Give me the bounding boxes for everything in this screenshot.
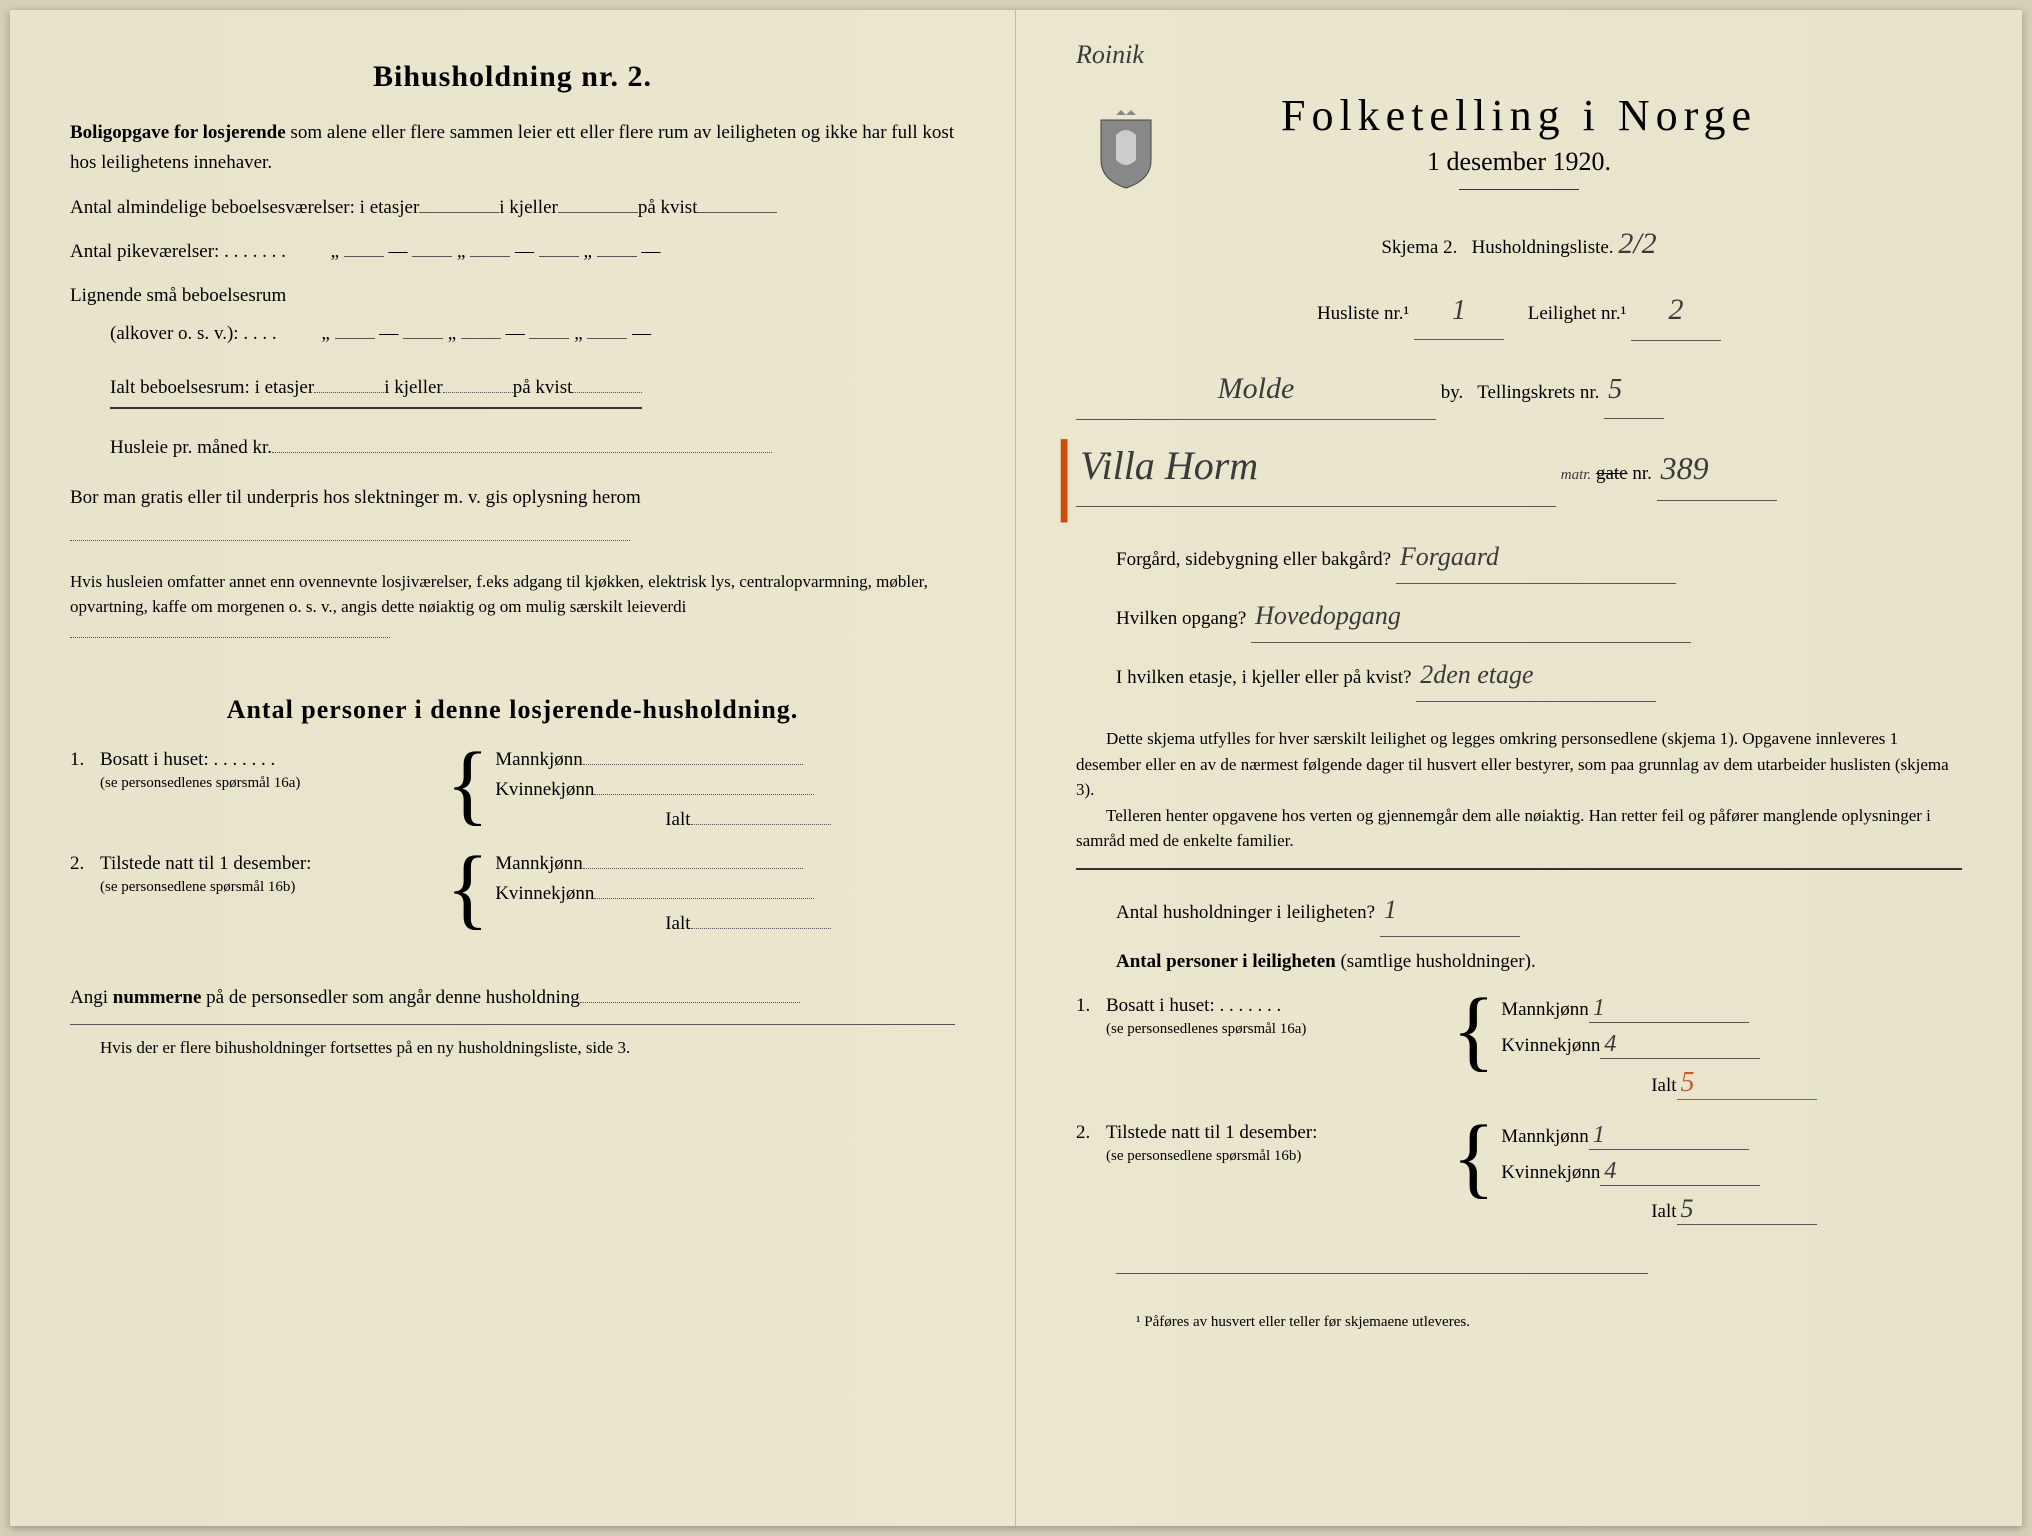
hush-val: 2/2 (1618, 227, 1656, 260)
q3-row: I hvilken etasje, i kjeller eller på kvi… (1116, 649, 1962, 702)
row-husleie: Husleie pr. måned kr. (110, 429, 955, 467)
brace-icon: { (1452, 995, 1495, 1067)
handwritten-annotation: Roinik (1076, 40, 1144, 70)
left-page: Bihusholdning nr. 2. Boligopgave for los… (10, 10, 1016, 1526)
left-title: Bihusholdning nr. 2. (70, 60, 955, 94)
coat-of-arms-icon (1096, 110, 1156, 190)
foot-nummerne: Angi nummerne på de personsedler som ang… (70, 983, 955, 1013)
sub-date: 1 desember 1920. (1076, 147, 1962, 177)
by-row: Molde by. Tellingskrets nr. 5 (1076, 359, 1962, 420)
q1-row: Forgård, sidebygning eller bakgård? Forg… (1116, 531, 1962, 584)
right-person-block-1: 1. Bosatt i huset: . . . . . . . (se per… (1076, 995, 1962, 1108)
brace-icon: { (446, 853, 489, 925)
brace-icon: { (1452, 1122, 1495, 1194)
right-person-block-2: 2. Tilstede natt til 1 desember: (se per… (1076, 1122, 1962, 1233)
skjema-row: Skjema 2. Husholdningsliste. 2/2 (1076, 214, 1962, 274)
divider (1459, 189, 1579, 190)
instructions-2: Telleren henter opgavene hos verten og g… (1076, 803, 1962, 854)
red-mark: ⎮ (1046, 440, 1082, 523)
row-vaerelser: Antal almindelige beboelsesværelser: i e… (70, 189, 955, 227)
person-block-1: 1. Bosatt i huset: . . . . . . . (se per… (70, 749, 955, 839)
row-pike: Antal pikeværelser: . . . . . . . „ — „ … (70, 233, 955, 271)
instructions-1: Dette skjema utfylles for hver særskilt … (1076, 726, 1962, 803)
person-block-2: 2. Tilstede natt til 1 desember: (se per… (70, 853, 955, 943)
intro-paragraph: Boligopgave for losjerende som alene ell… (70, 118, 955, 179)
footnote: ¹ Påføres av husvert eller teller før sk… (1136, 1314, 1962, 1331)
foot-flere: Hvis der er flere bihusholdninger fortse… (100, 1035, 955, 1061)
brace-icon: { (446, 749, 489, 821)
right-page: Roinik Folketelling i Norge 1 desember 1… (1016, 10, 2022, 1526)
row-ialt-bebo: Ialt beboelsesrum: i etasjeri kjellerpå … (110, 369, 955, 409)
row-lignende: Lignende små beboelsesrum (alkover o. s.… (70, 277, 955, 353)
row-gratis: Bor man gratis eller til underpris hos s… (70, 479, 955, 555)
husliste-row: Husliste nr.¹ 1 Leilighet nr.¹ 2 (1076, 280, 1962, 341)
intro-bold: Boligopgave for losjerende (70, 122, 286, 143)
persons-title: Antal personer i denne losjerende-hushol… (70, 695, 955, 725)
antal-hush-row: Antal husholdninger i leiligheten? 1 (1116, 884, 1962, 937)
main-title: Folketelling i Norge (1076, 90, 1962, 141)
gate-row: Villa Horm matr. gate nr. 389 (1076, 426, 1962, 507)
document-spread: Bihusholdning nr. 2. Boligopgave for los… (10, 10, 2022, 1526)
antal-pers-row: Antal personer i leiligheten (samtlige h… (1116, 943, 1962, 981)
q2-row: Hvilken opgang? Hovedopgang (1116, 590, 1962, 643)
fine-print-husleie: Hvis husleien omfatter annet enn ovennev… (70, 569, 955, 646)
